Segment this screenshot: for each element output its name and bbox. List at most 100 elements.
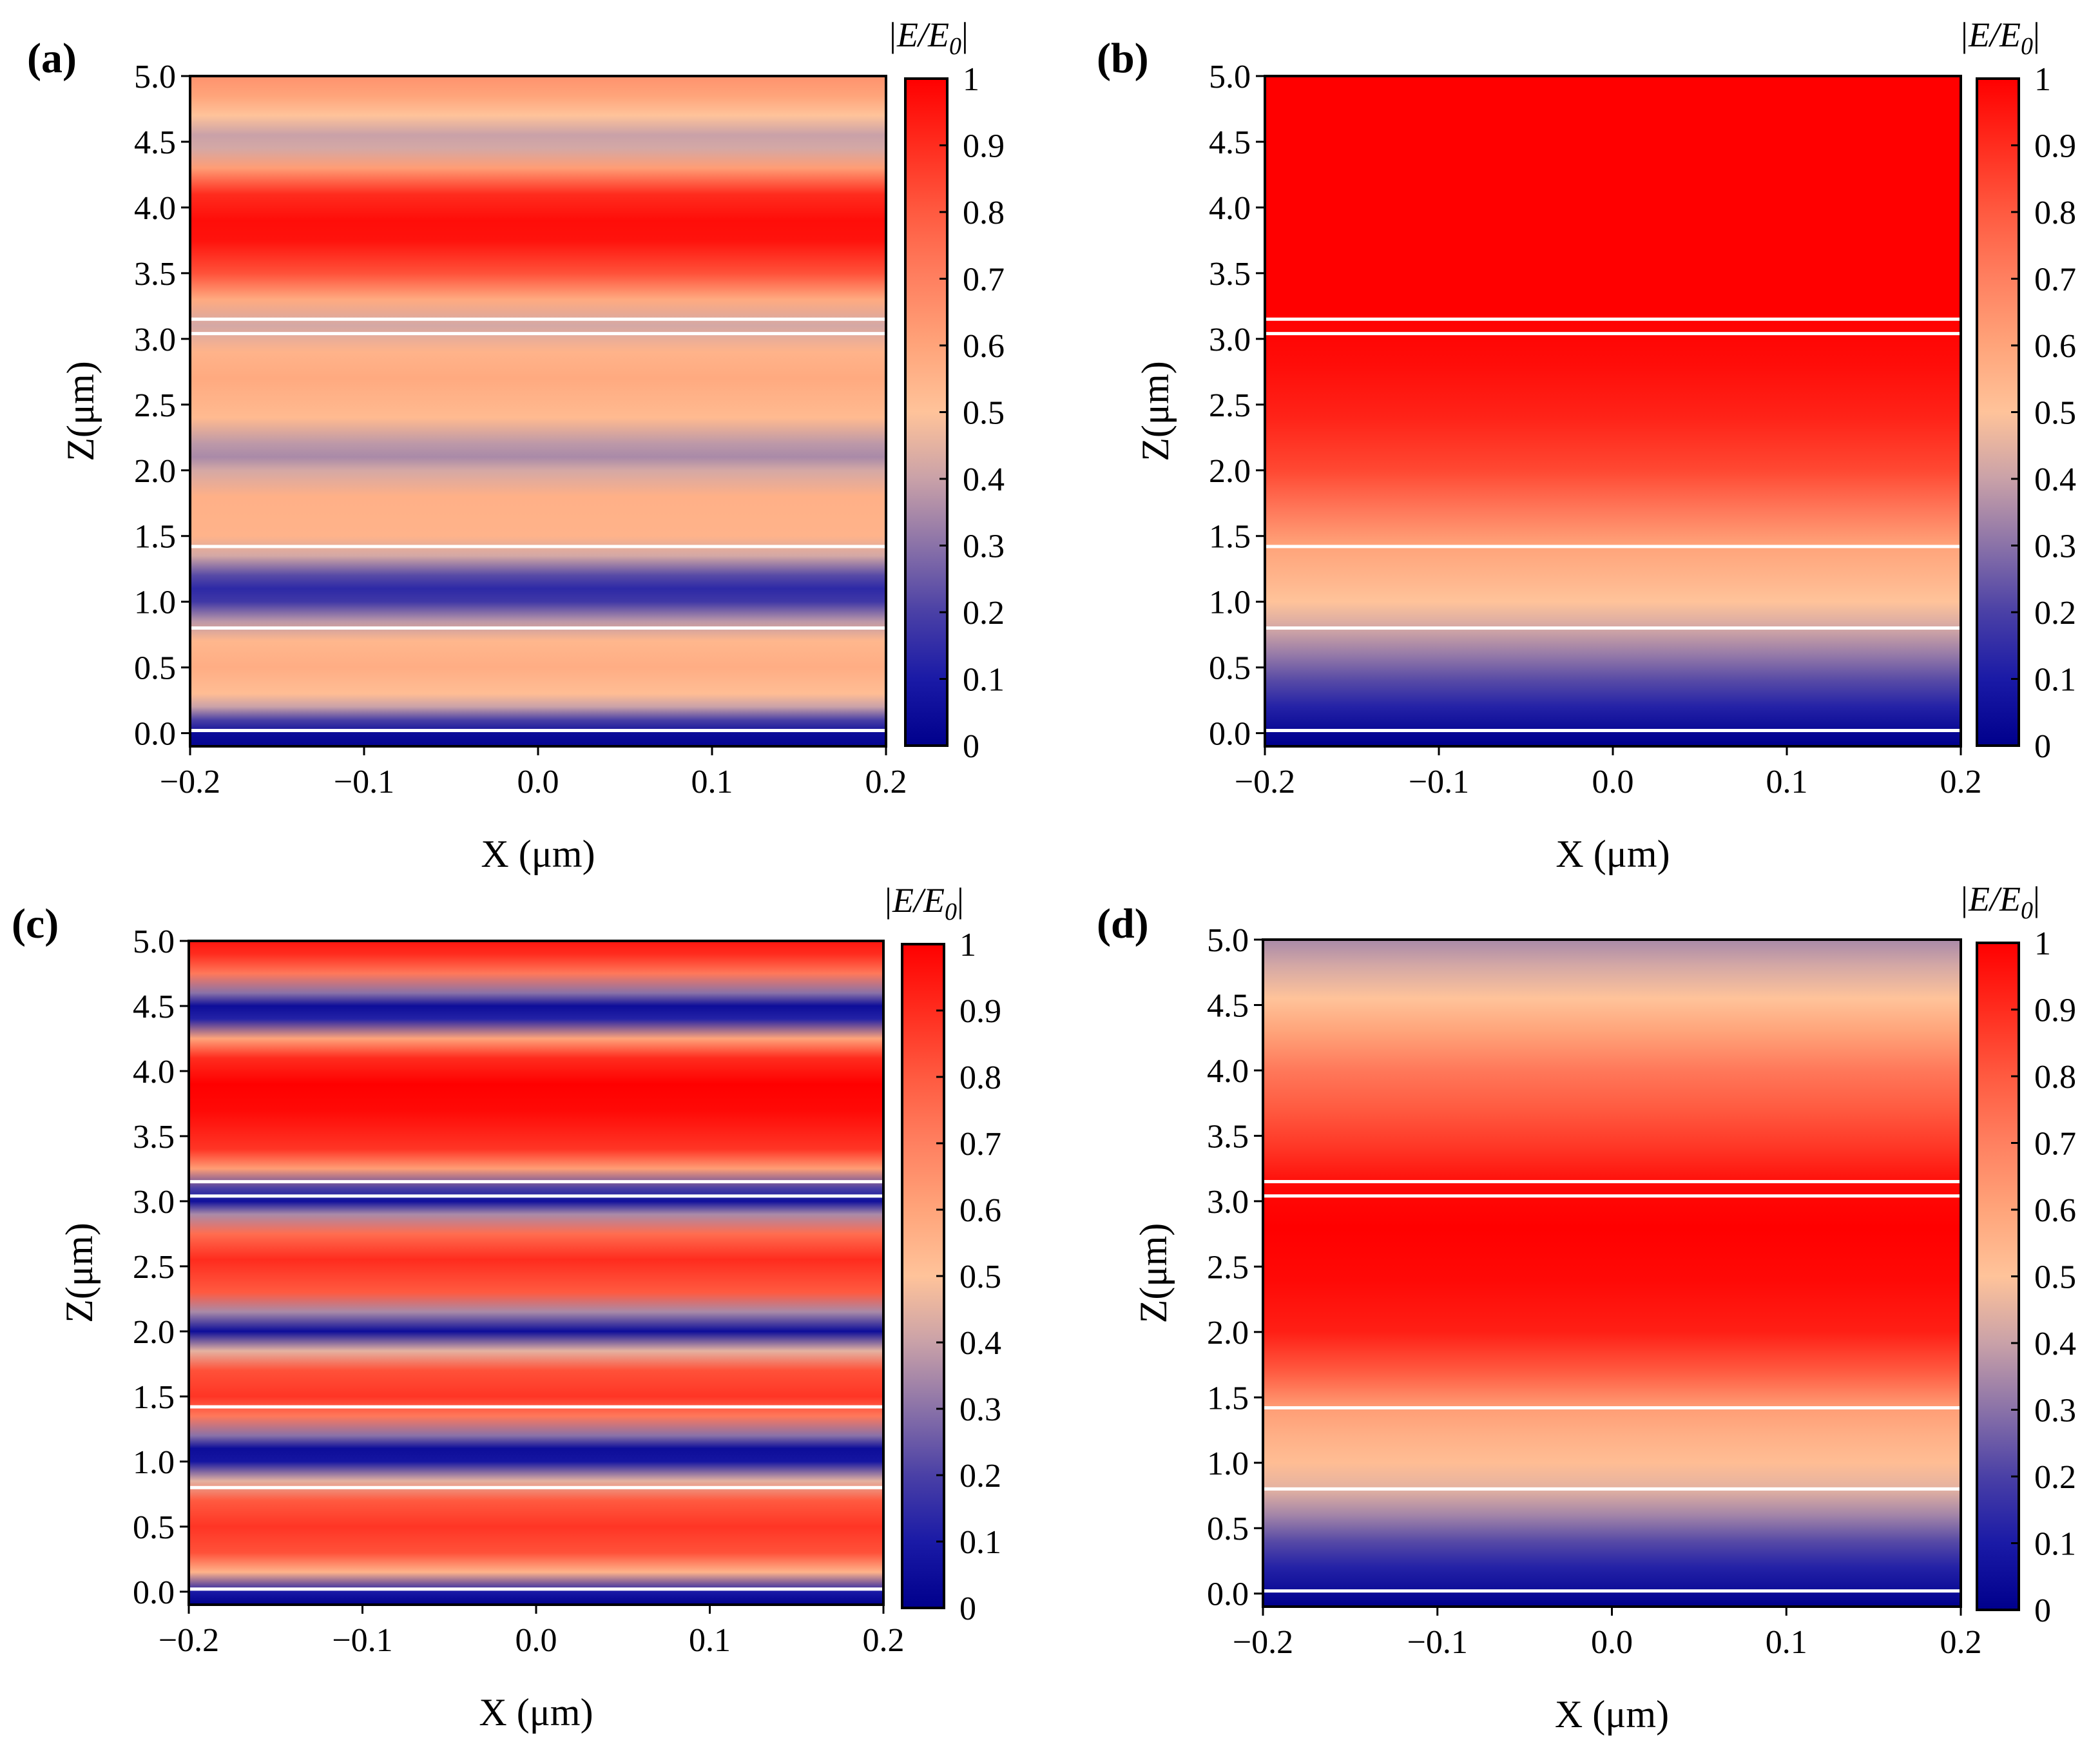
y-tick-label: 3.0 (1209, 322, 1251, 358)
colorbar-tick-label: 0.3 (2034, 1393, 2076, 1429)
y-tick-label: 2.0 (133, 1314, 175, 1351)
y-tick-label: 4.0 (1207, 1053, 1249, 1090)
y-tick-label: 2.0 (1209, 453, 1251, 490)
colorbar-tick-label: 0.8 (959, 1059, 1001, 1096)
y-tick-label: 2.0 (1207, 1315, 1249, 1351)
y-tick-label: 4.0 (1209, 190, 1251, 227)
x-tick-label: −0.1 (1409, 764, 1469, 800)
x-tick-label: 0.2 (1940, 764, 1982, 800)
colorbar-tick-label: 0.4 (2034, 461, 2076, 498)
colorbar-tick-label: 0.9 (959, 993, 1001, 1030)
x-axis-label: X (μm) (481, 833, 595, 875)
x-axis-label: X (μm) (479, 1691, 593, 1734)
y-tick-label: 4.5 (1209, 124, 1251, 161)
x-tick-label: −0.1 (332, 1622, 392, 1659)
colorbar-tick-label: 0.1 (2034, 1526, 2076, 1563)
colorbar-tick-label: 0 (2034, 728, 2051, 765)
colorbar-tick-label: 0.7 (2034, 1126, 2076, 1163)
colorbar-tick-label: 0.8 (963, 195, 1005, 231)
y-tick-label: 2.5 (133, 1249, 175, 1286)
y-tick-label: 1.5 (133, 1379, 175, 1416)
y-tick-label: 2.0 (134, 453, 176, 490)
panel-b: −0.2 −0.1 0.0 0.1 0.2 0.0 0.5 1.0 1.5 2.0 2.5 3.0 3.… (1097, 15, 2076, 875)
colorbar-tick-label: 0.6 (2034, 328, 2076, 365)
panel-a: −0.2 −0.1 0.0 0.1 0.2 0.0 0.5 1.0 1.5 2.0 2.5 3.0 3.… (27, 15, 1005, 875)
colorbar-tick-label: 0.8 (2034, 1059, 2076, 1096)
y-tick-label: 0.0 (133, 1574, 175, 1611)
y-tick-label: 0.5 (134, 650, 176, 687)
colorbar-tick-label: 0.7 (959, 1126, 1001, 1163)
colorbar-tick-label: 0.2 (963, 595, 1005, 632)
colorbar-tick-label: 0.4 (959, 1325, 1001, 1362)
y-tick-label: 4.5 (134, 124, 176, 161)
y-tick-label: 0.0 (134, 716, 176, 753)
y-tick-label: 3.5 (134, 256, 176, 293)
x-axis-label: X (μm) (1555, 1693, 1669, 1736)
x-tick-label: −0.2 (160, 764, 220, 800)
colorbar-tick-label: 0.3 (959, 1391, 1001, 1428)
colorbar-tick-label: 0 (963, 728, 979, 765)
colorbar-tick-label: 0.9 (963, 128, 1005, 165)
colorbar-tick-label: 0.1 (959, 1524, 1001, 1561)
x-tick-label: 0.2 (865, 764, 907, 800)
field-heatmap (189, 941, 883, 1605)
y-tick-label: 0.5 (1207, 1511, 1249, 1547)
colorbar-tick-label: 0.2 (2034, 1459, 2076, 1496)
colorbar-tick-label: 0.1 (2034, 662, 2076, 699)
y-tick-label: 1.5 (1209, 519, 1251, 556)
panel-d: −0.2 −0.1 0.0 0.1 0.2 0.0 0.5 1.0 1.5 2.0 2.5 3.0 3.… (1097, 880, 2076, 1736)
colorbar-tick-label: 1 (963, 61, 979, 98)
x-tick-label: 0.1 (691, 764, 733, 800)
y-axis-label: Z(μm) (58, 1223, 101, 1322)
colorbar-tick-label: 0.5 (2034, 1259, 2076, 1296)
x-tick-label: −0.2 (1235, 764, 1295, 800)
colorbar-tick-label: 0.6 (959, 1192, 1001, 1229)
y-tick-label: 1.0 (134, 585, 176, 621)
y-tick-label: 5.0 (134, 59, 176, 95)
field-heatmap (1265, 76, 1961, 746)
colorbar-tick-label: 0.1 (963, 662, 1005, 699)
y-tick-label: 3.0 (134, 322, 176, 358)
y-tick-label: 5.0 (1207, 922, 1249, 959)
colorbar-title: |E/E0| (887, 15, 968, 60)
x-tick-label: 0.1 (689, 1622, 731, 1659)
x-tick-label: −0.2 (159, 1622, 219, 1659)
colorbar-tick-label: 0.6 (963, 328, 1005, 365)
colorbar-tick-label: 0.5 (2034, 395, 2076, 432)
y-tick-label: 3.5 (133, 1119, 175, 1156)
x-tick-label: 0.2 (1940, 1624, 1982, 1661)
y-tick-label: 1.5 (134, 519, 176, 556)
panel-label: (a) (27, 35, 77, 82)
colorbar-title: |E/E0| (1959, 880, 2040, 924)
colorbar-title: |E/E0| (1959, 15, 2040, 60)
colorbar-tick-label: 0.4 (963, 461, 1005, 498)
colorbar-tick-label: 0.4 (2034, 1326, 2076, 1362)
y-axis-label: Z(μm) (59, 361, 102, 461)
y-tick-label: 5.0 (133, 924, 175, 960)
x-tick-label: 0.0 (1591, 1624, 1633, 1661)
colorbar-tick-label: 0 (2034, 1592, 2051, 1629)
field-heatmap (1263, 940, 1961, 1607)
x-tick-label: −0.1 (1407, 1624, 1468, 1661)
x-tick-label: −0.2 (1233, 1624, 1293, 1661)
colorbar-tick-label: 1 (959, 927, 976, 963)
y-tick-label: 1.0 (133, 1444, 175, 1481)
x-tick-label: 0.0 (515, 1622, 557, 1659)
y-axis-label: Z(μm) (1132, 1223, 1175, 1323)
x-tick-label: −0.1 (334, 764, 394, 800)
panel-c: −0.2 −0.1 0.0 0.1 0.2 0.0 0.5 1.0 1.5 2.0 2.5 3.0 3.… (12, 881, 1001, 1734)
x-tick-label: 0.1 (1766, 1624, 1807, 1661)
y-tick-label: 4.0 (134, 190, 176, 227)
colorbar-tick-label: 0.5 (959, 1259, 1001, 1295)
y-tick-label: 0.0 (1209, 716, 1251, 753)
x-tick-label: 0.0 (517, 764, 559, 800)
colorbar-tick-label: 0.7 (2034, 262, 2076, 298)
y-tick-label: 3.0 (1207, 1184, 1249, 1221)
y-tick-label: 1.5 (1207, 1380, 1249, 1417)
x-tick-label: 0.0 (1592, 764, 1634, 800)
colorbar-tick-label: 0.2 (959, 1458, 1001, 1495)
colorbar-tick-label: 0.7 (963, 262, 1005, 298)
colorbar-tick-label: 0.3 (963, 528, 1005, 565)
x-axis-label: X (μm) (1556, 833, 1670, 875)
